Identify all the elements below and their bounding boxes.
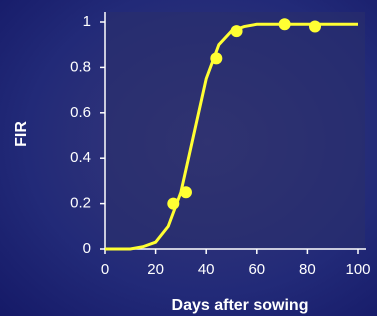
x-tick-label: 100 (345, 261, 370, 278)
x-tick-label: 40 (198, 261, 215, 278)
x-tick-label: 0 (101, 261, 109, 278)
x-axis-label: Days after sowing (172, 297, 309, 314)
y-tick-label: 0.2 (70, 195, 91, 212)
y-tick-label: 0.4 (70, 149, 91, 166)
y-tick-label: 0.8 (70, 58, 91, 75)
y-tick-label: 0 (83, 240, 91, 257)
chart: Days after sowing FIR 0 0.2 0.4 0.6 0.8 1 0 20 4… (0, 0, 377, 316)
data-point (231, 25, 243, 37)
data-point (279, 18, 291, 30)
data-point (180, 186, 192, 198)
x-tick-label: 60 (248, 261, 265, 278)
y-axis-label: FIR (13, 121, 30, 147)
y-tick-label: 0.6 (70, 104, 91, 121)
data-point (167, 198, 179, 210)
plot-area (105, 12, 365, 249)
x-tick-label: 20 (147, 261, 164, 278)
data-point (210, 52, 222, 64)
page: Days after sowing FIR 0 0.2 0.4 0.6 0.8 1 0 20 4… (0, 0, 377, 316)
data-point (309, 21, 321, 33)
x-tick-label: 80 (299, 261, 316, 278)
y-tick-label: 1 (83, 13, 91, 30)
